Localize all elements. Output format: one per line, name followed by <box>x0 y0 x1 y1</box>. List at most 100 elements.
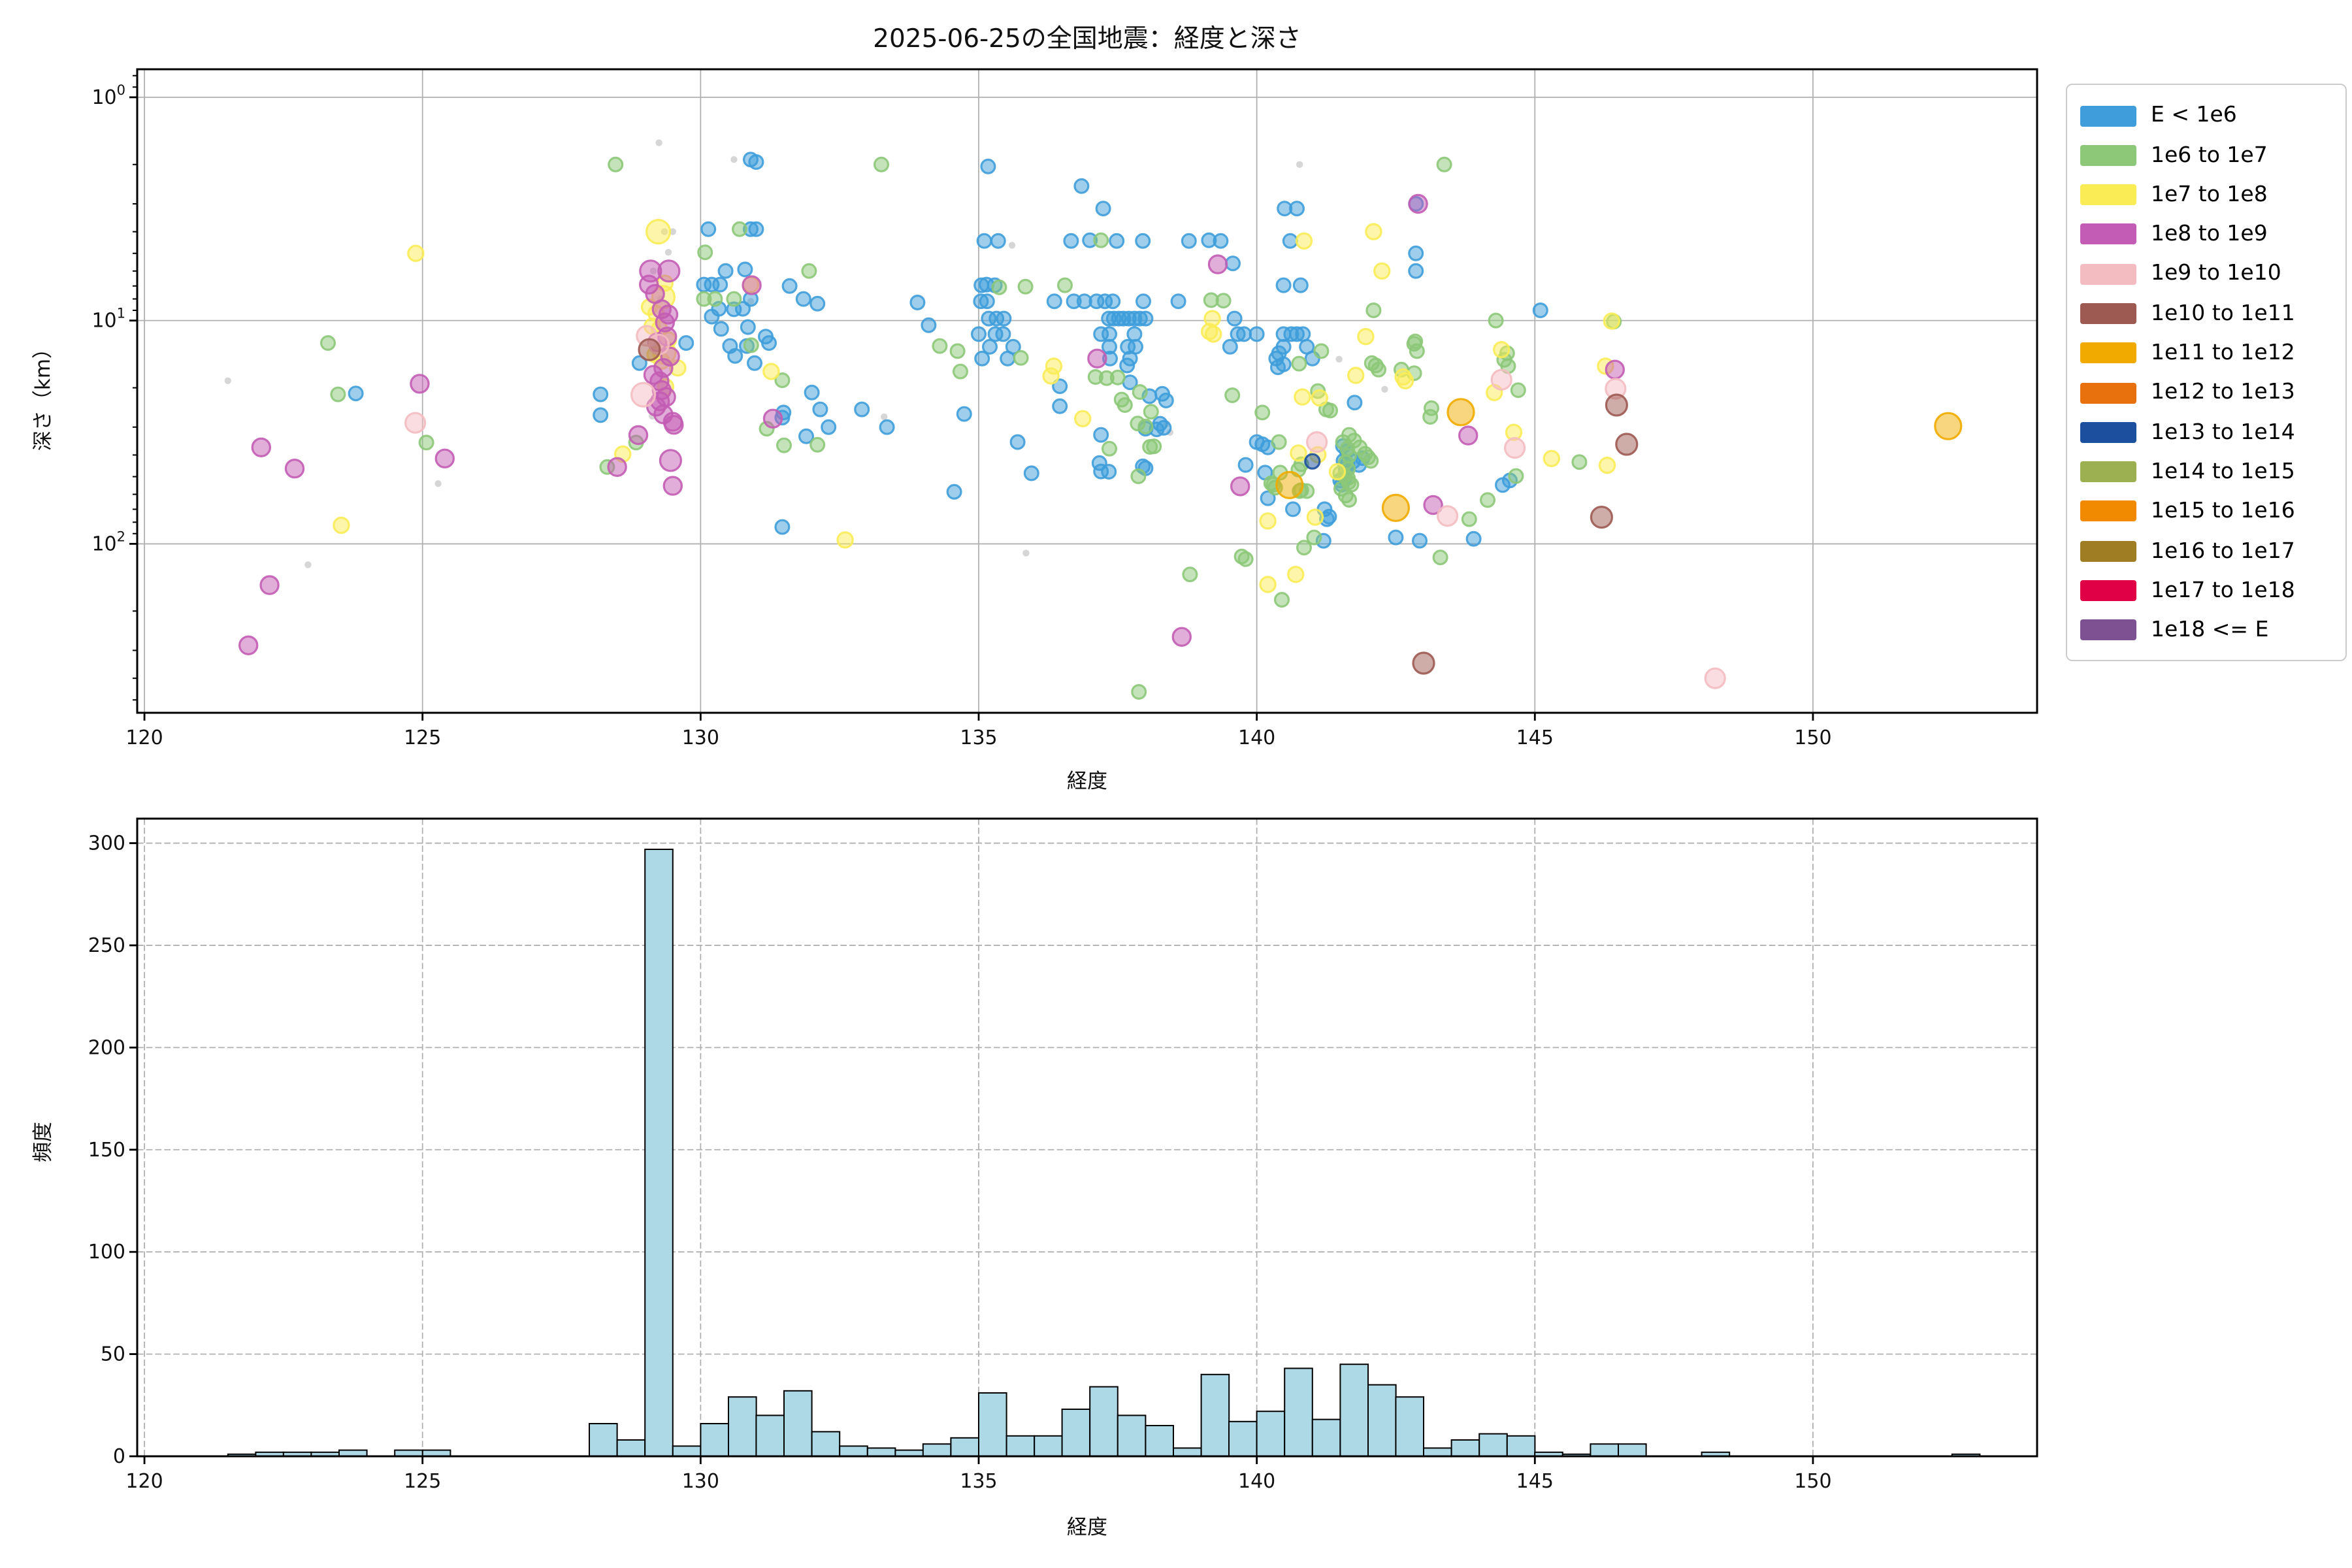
scatter-point <box>798 428 814 444</box>
hist-bar <box>1228 1420 1258 1458</box>
scatter-point <box>1365 223 1382 240</box>
scatter-point <box>1215 293 1232 309</box>
legend-item: 1e14 to 1e15 <box>2080 453 2332 491</box>
scatter-point <box>1158 392 1174 408</box>
scatter-point <box>1296 540 1312 556</box>
x-tick-label: 145 <box>1516 1470 1554 1493</box>
scatter-point <box>713 321 729 337</box>
scatter-points <box>224 139 1963 700</box>
x-tick-label: 125 <box>404 727 441 749</box>
scatter-point <box>836 531 854 549</box>
scatter-point <box>1407 333 1424 350</box>
scatter-point <box>812 401 828 417</box>
scatter-point <box>1023 465 1039 482</box>
scatter-point <box>1598 457 1616 474</box>
scatter-point <box>1073 410 1092 428</box>
scatter-point <box>1408 245 1424 261</box>
scatter-point <box>1275 277 1292 293</box>
legend-swatch <box>2080 619 2136 641</box>
hist-bar <box>616 1439 646 1457</box>
scatter-point <box>664 249 672 256</box>
legend-item: 1e18 <= E <box>2080 612 2332 649</box>
scatter-point <box>1275 470 1304 500</box>
scatter-point <box>628 425 649 446</box>
scatter-point <box>1295 326 1311 342</box>
scatter-point <box>238 635 259 656</box>
scatter-point <box>1013 350 1029 366</box>
legend-label: 1e10 to 1e11 <box>2151 300 2295 325</box>
hist-bar <box>978 1392 1007 1457</box>
scatter-point <box>304 561 312 568</box>
scatter-point <box>1311 389 1329 407</box>
scatter-point <box>700 221 717 237</box>
scatter-point <box>1408 263 1424 279</box>
scatter-point <box>809 295 826 312</box>
scatter-point <box>1615 433 1639 456</box>
legend-label: 1e9 to 1e10 <box>2151 260 2281 286</box>
scatter-point <box>1288 201 1305 217</box>
hist-bar <box>1311 1418 1341 1458</box>
scatter-point <box>1249 326 1265 342</box>
scatter-point <box>1213 233 1229 249</box>
scatter-point <box>1101 326 1117 342</box>
scatter-point <box>760 335 777 351</box>
scatter-point <box>1087 348 1107 369</box>
scatter-point <box>1306 529 1322 546</box>
scatter-point <box>1296 161 1303 168</box>
hist-bar <box>1173 1447 1202 1457</box>
scatter-point <box>974 350 990 367</box>
scatter-point <box>1271 434 1287 450</box>
hist-bar <box>1478 1433 1508 1458</box>
scatter-point <box>1423 495 1443 515</box>
scatter-point <box>1009 434 1026 450</box>
scatter-point <box>956 406 972 422</box>
legend-swatch <box>2080 105 2136 126</box>
hist-bar <box>755 1414 785 1457</box>
legend-item: 1e12 to 1e13 <box>2080 374 2332 412</box>
hist-bar <box>839 1445 868 1457</box>
scatter-point <box>1259 512 1277 530</box>
scatter-point <box>717 263 734 279</box>
x-tick-label: 150 <box>1794 727 1831 749</box>
scatter-point <box>1490 368 1512 391</box>
y-tick-label: 102 <box>91 529 125 555</box>
scatter-point <box>946 483 962 500</box>
scatter-point <box>1504 436 1526 459</box>
scatter-point <box>1132 384 1148 400</box>
scatter-point <box>879 419 895 435</box>
scatter-point <box>1146 438 1162 455</box>
scatter-point <box>795 291 811 307</box>
scatter-point <box>662 476 683 496</box>
hist-bar <box>1145 1425 1175 1457</box>
scatter-point <box>731 221 747 237</box>
hist-bar <box>700 1423 730 1457</box>
scatter-frame <box>136 68 2038 714</box>
x-tick-label: 145 <box>1516 727 1554 749</box>
scatter-point <box>1365 302 1382 319</box>
scatter-point <box>330 386 346 402</box>
legend-item: 1e15 to 1e16 <box>2080 493 2332 531</box>
y-tick-label: 150 <box>88 1139 125 1162</box>
scatter-point <box>1291 355 1307 372</box>
scatter-point <box>224 377 231 384</box>
scatter-point <box>655 139 662 146</box>
legend-label: 1e18 <= E <box>2151 617 2269 642</box>
scatter-xaxis-label: 経度 <box>1066 770 1107 793</box>
scatter-point <box>1181 233 1197 249</box>
scatter-point <box>1224 255 1241 272</box>
hist-bar <box>1284 1367 1313 1457</box>
scatter-point <box>1171 627 1192 647</box>
hist-bar <box>644 849 674 1457</box>
scatter-point <box>1282 233 1298 249</box>
scatter-point <box>259 575 280 595</box>
legend-label: 1e11 to 1e12 <box>2151 340 2295 365</box>
hist-bar <box>1450 1439 1480 1457</box>
scatter-point <box>1603 312 1620 330</box>
scatter-point <box>1093 232 1109 248</box>
scatter-point <box>1590 505 1613 529</box>
scatter-point <box>404 412 427 434</box>
legend-swatch <box>2080 421 2136 443</box>
scatter-point <box>1091 455 1107 471</box>
